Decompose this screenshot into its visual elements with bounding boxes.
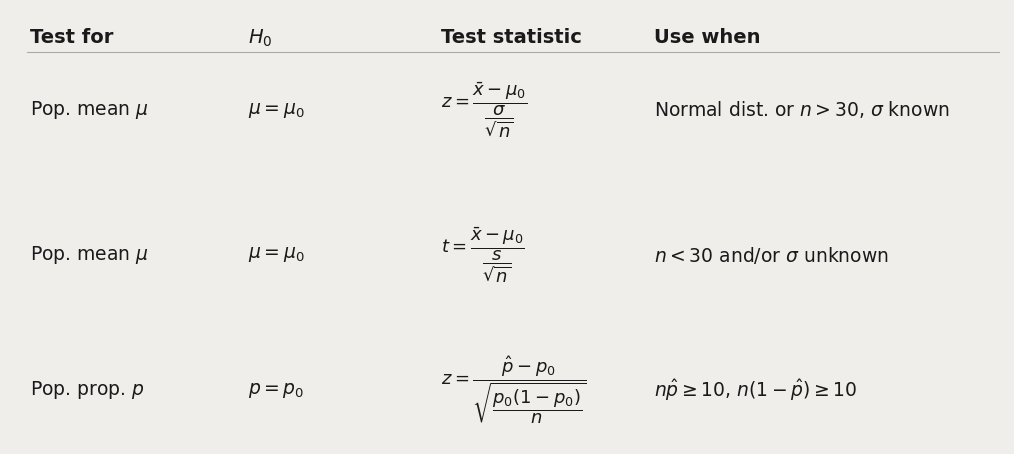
- Text: Normal dist. or $n > 30$, $\sigma$ known: Normal dist. or $n > 30$, $\sigma$ known: [654, 99, 950, 120]
- Text: $z = \dfrac{\bar{x} - \mu_0}{\dfrac{\sigma}{\sqrt{n}}}$: $z = \dfrac{\bar{x} - \mu_0}{\dfrac{\sig…: [441, 81, 527, 139]
- Text: Pop. prop. $p$: Pop. prop. $p$: [30, 379, 145, 401]
- Text: $\mu = \mu_0$: $\mu = \mu_0$: [248, 246, 305, 265]
- Text: $t = \dfrac{\bar{x} - \mu_0}{\dfrac{s}{\sqrt{n}}}$: $t = \dfrac{\bar{x} - \mu_0}{\dfrac{s}{\…: [441, 226, 525, 284]
- Text: $z = \dfrac{\hat{p} - p_0}{\sqrt{\dfrac{p_0(1-p_0)}{n}}}$: $z = \dfrac{\hat{p} - p_0}{\sqrt{\dfrac{…: [441, 355, 587, 425]
- Text: $p = p_0$: $p = p_0$: [248, 380, 305, 400]
- Text: Use when: Use when: [654, 28, 760, 47]
- Text: Pop. mean $\mu$: Pop. mean $\mu$: [30, 244, 149, 266]
- Text: $H_0$: $H_0$: [248, 28, 273, 49]
- Text: Pop. mean $\mu$: Pop. mean $\mu$: [30, 99, 149, 121]
- Text: Test for: Test for: [30, 28, 114, 47]
- Text: $n < 30$ and/or $\sigma$ unknown: $n < 30$ and/or $\sigma$ unknown: [654, 245, 889, 266]
- Text: $\mu = \mu_0$: $\mu = \mu_0$: [248, 100, 305, 119]
- Text: $n\hat{p} \geq 10$, $n(1-\hat{p}) \geq 10$: $n\hat{p} \geq 10$, $n(1-\hat{p}) \geq 1…: [654, 377, 858, 403]
- Text: Test statistic: Test statistic: [441, 28, 582, 47]
